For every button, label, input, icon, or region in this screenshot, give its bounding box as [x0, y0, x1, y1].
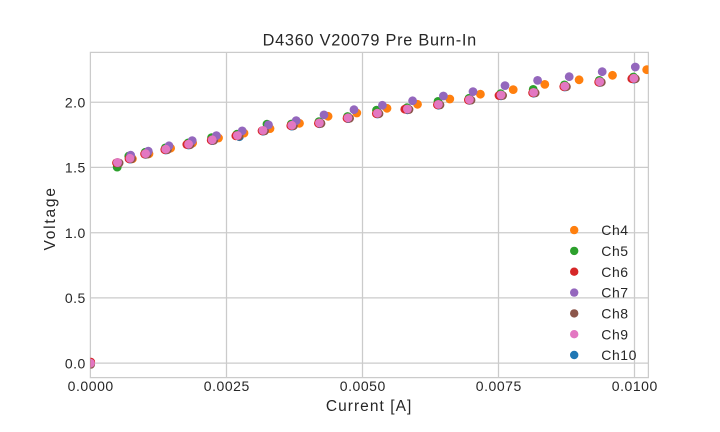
svg-text:0.5: 0.5	[65, 290, 86, 306]
svg-text:1.0: 1.0	[65, 225, 86, 241]
svg-text:1.5: 1.5	[65, 160, 86, 176]
svg-text:Ch6: Ch6	[601, 264, 628, 280]
svg-text:Ch8: Ch8	[601, 306, 628, 322]
svg-text:Ch4: Ch4	[601, 222, 628, 238]
svg-text:0.0050: 0.0050	[340, 378, 386, 394]
svg-text:Ch10: Ch10	[601, 347, 637, 363]
svg-text:0.0025: 0.0025	[204, 378, 250, 394]
svg-text:Voltage: Voltage	[42, 186, 59, 250]
svg-text:0.0100: 0.0100	[612, 378, 658, 394]
svg-text:Ch5: Ch5	[601, 243, 628, 259]
svg-text:Ch7: Ch7	[601, 285, 628, 301]
svg-text:D4360 V20079 Pre Burn-In: D4360 V20079 Pre Burn-In	[263, 31, 477, 49]
svg-text:0.0000: 0.0000	[68, 378, 114, 394]
svg-text:0.0: 0.0	[65, 355, 86, 371]
svg-text:2.0: 2.0	[65, 95, 86, 111]
svg-text:Current [A]: Current [A]	[326, 398, 413, 415]
svg-text:Ch9: Ch9	[601, 326, 628, 342]
svg-text:0.0075: 0.0075	[476, 378, 522, 394]
